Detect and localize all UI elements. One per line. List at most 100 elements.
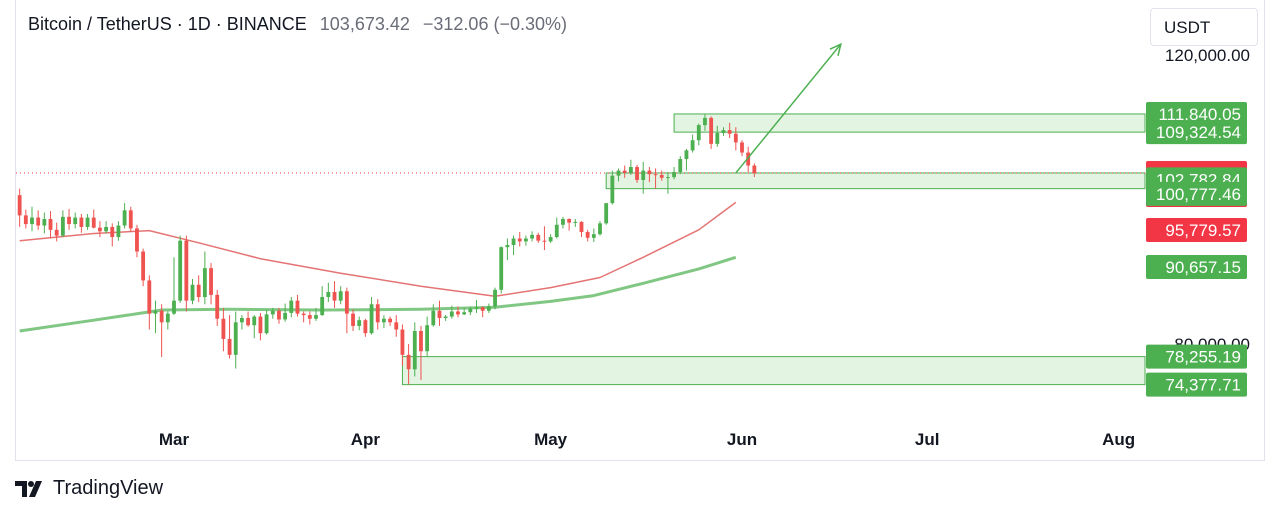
candle-body xyxy=(215,294,220,319)
candle-body xyxy=(425,325,430,352)
candle-body xyxy=(141,251,146,281)
price-tag-label: 90,657.15 xyxy=(1165,258,1241,277)
candle-body xyxy=(116,225,121,238)
candle-body xyxy=(616,170,621,176)
candle-body xyxy=(499,247,504,290)
candle-body xyxy=(690,140,695,151)
candle-body xyxy=(431,310,436,326)
projection-arrow-layer xyxy=(735,42,842,174)
price-tag xyxy=(1146,344,1247,369)
candle-body xyxy=(672,172,677,178)
candles-layer xyxy=(17,113,757,385)
candle-body xyxy=(369,304,374,334)
candle-body xyxy=(252,316,257,326)
candle-body xyxy=(493,289,497,307)
price-tag xyxy=(1146,120,1247,145)
candle-body xyxy=(227,338,232,355)
price-tag-label: 78,255.19 xyxy=(1165,348,1241,367)
candle-body xyxy=(548,237,553,242)
time-axis-label: Apr xyxy=(351,430,381,449)
candle-body xyxy=(246,317,251,326)
candle-body xyxy=(437,310,442,318)
candle-body xyxy=(85,217,90,227)
candle-body xyxy=(715,133,720,144)
candle-body xyxy=(653,174,658,176)
candle-body xyxy=(320,297,325,316)
candle-body xyxy=(153,310,158,314)
tradingview-logo-icon xyxy=(15,480,42,497)
candle-body xyxy=(128,210,133,229)
candle-body xyxy=(239,317,244,323)
candle-body xyxy=(486,306,491,311)
candle-body xyxy=(517,238,522,242)
candle-body xyxy=(122,210,127,226)
candle-body xyxy=(400,329,405,355)
candle-body xyxy=(326,291,331,298)
candle-body xyxy=(344,291,349,314)
candle-body xyxy=(665,177,670,179)
price-tag-label: 111,840.05 xyxy=(1158,105,1241,124)
price-tag-label: 100,777.46 xyxy=(1156,185,1241,204)
candle-body xyxy=(523,238,528,242)
header-price: 103,673.42 xyxy=(319,14,410,34)
time-axis-label: Jul xyxy=(915,430,940,449)
candle-body xyxy=(419,330,423,352)
candle-body xyxy=(264,314,269,334)
candle-body xyxy=(375,304,380,323)
candle-body xyxy=(30,217,34,225)
candle-body xyxy=(17,195,22,216)
currency-selector[interactable]: USDT xyxy=(1150,8,1258,46)
candle-body xyxy=(628,166,633,173)
candle-body xyxy=(740,142,744,153)
candle-body xyxy=(443,316,448,318)
candle-body xyxy=(709,117,714,144)
candle-body xyxy=(42,219,47,226)
candle-body xyxy=(110,226,115,238)
price-tag xyxy=(1146,181,1247,206)
candle-body xyxy=(394,322,399,330)
candle-body xyxy=(647,170,652,175)
price-tag-label: 74,377.71 xyxy=(1165,376,1241,395)
candle-body xyxy=(233,322,238,355)
candle-body xyxy=(641,170,646,180)
chart-frame xyxy=(15,0,1265,461)
candle-body xyxy=(721,130,726,134)
candle-body xyxy=(67,216,71,225)
candle-body xyxy=(332,291,337,301)
support-zone-2 xyxy=(401,356,1146,386)
candle-body xyxy=(406,354,411,370)
candle-body xyxy=(456,311,460,315)
brand-name: TradingView xyxy=(53,477,164,499)
candle-body xyxy=(622,170,627,173)
tradingview-brand[interactable]: TradingView xyxy=(15,477,163,500)
time-axis-label: May xyxy=(534,430,568,449)
candle-body xyxy=(73,217,78,225)
candle-body xyxy=(202,268,207,298)
support-zone-1 xyxy=(605,172,1146,190)
candle-body xyxy=(542,240,547,242)
time-axis-label: Aug xyxy=(1102,430,1135,449)
candle-body xyxy=(530,234,535,239)
candle-body xyxy=(97,227,102,232)
projection-arrow-line xyxy=(735,43,842,174)
price-tag xyxy=(1146,101,1247,126)
candle-body xyxy=(363,320,368,334)
candle-body xyxy=(449,311,454,317)
candle-body xyxy=(48,219,53,230)
candle-body xyxy=(91,217,96,228)
candle-body xyxy=(289,300,294,313)
candle-body xyxy=(307,315,312,319)
candle-body xyxy=(165,313,170,323)
candle-body xyxy=(579,221,584,233)
candle-body xyxy=(381,318,386,323)
candle-body xyxy=(135,228,139,252)
candle-body xyxy=(178,240,183,301)
candle-body xyxy=(585,232,590,238)
candle-body xyxy=(54,229,59,236)
candle-body xyxy=(684,150,689,160)
candle-body xyxy=(610,175,615,204)
candle-body xyxy=(598,223,602,235)
candle-body xyxy=(604,203,609,224)
candle-body xyxy=(196,284,201,298)
